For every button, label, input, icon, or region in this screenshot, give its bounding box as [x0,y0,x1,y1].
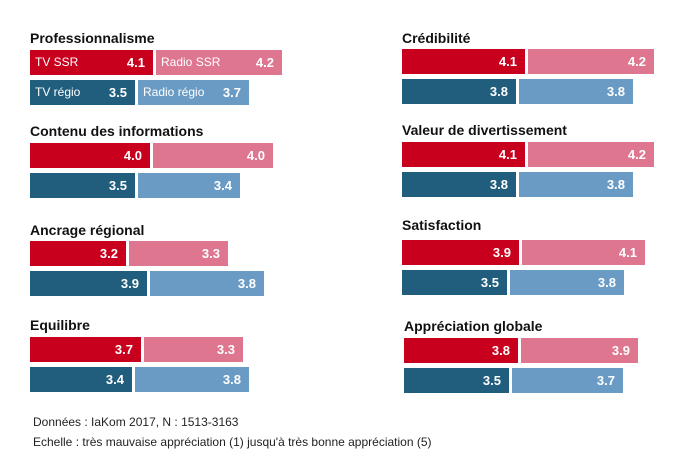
panel-title: Contenu des informations [30,123,204,139]
value-label: 3.3 [201,246,220,261]
value-label: 3.9 [611,343,630,358]
value-label: 3.8 [597,275,616,290]
panel-title: Professionnalisme [30,30,155,46]
value-label: 3.8 [606,84,625,99]
panel-title: Valeur de divertissement [402,122,567,138]
bar-tv-regio: 3.8 [402,172,516,197]
value-label: 3.8 [606,177,625,192]
bar-tv-ssr: 3.2 [30,241,126,266]
panel-title: Equilibre [30,317,90,333]
panel-title: Crédibilité [402,30,471,46]
value-label: 4.2 [627,54,646,69]
bar-radio-ssr: 3.3 [144,337,243,362]
bar-tv-regio: 3.5 [404,368,509,393]
value-label: 3.5 [108,85,127,100]
value-label: 3.4 [105,372,124,387]
series-label: TV SSR [35,55,79,69]
bar-radio-regio: 3.8 [135,367,249,392]
value-label: 3.5 [480,275,499,290]
bar-tv-regio: 3.8 [402,79,516,104]
value-label: 3.8 [222,372,241,387]
bar-radio-regio: Radio régio 3.7 [138,80,249,105]
bar-tv-ssr: 4.1 [402,142,525,167]
value-label: 3.8 [491,343,510,358]
value-label: 3.5 [108,178,127,193]
value-label: 3.5 [482,373,501,388]
bar-tv-ssr: TV SSR 4.1 [30,50,153,75]
bar-radio-ssr: Radio SSR 4.2 [156,50,282,75]
value-label: 3.4 [213,178,232,193]
value-label: 3.7 [596,373,615,388]
value-label: 3.8 [489,177,508,192]
value-label: 4.1 [498,147,517,162]
bar-radio-regio: 3.8 [519,172,633,197]
bar-tv-ssr: 3.8 [404,338,518,363]
value-label: 4.0 [123,148,142,163]
value-label: 4.1 [618,245,637,260]
bar-tv-regio: 3.4 [30,367,132,392]
bar-radio-ssr: 4.0 [153,143,273,168]
footnote-source: Données : IaKom 2017, N : 1513-3163 [33,415,239,429]
value-label: 3.3 [216,342,235,357]
bar-radio-regio: 3.4 [138,173,240,198]
bar-tv-ssr: 3.9 [402,240,519,265]
value-label: 3.8 [489,84,508,99]
value-label: 3.7 [114,342,133,357]
series-label: Radio régio [143,85,205,99]
bar-radio-ssr: 3.3 [129,241,228,266]
bar-radio-regio: 3.7 [512,368,623,393]
bar-radio-ssr: 4.2 [528,49,654,74]
bar-radio-ssr: 4.1 [522,240,645,265]
bar-tv-ssr: 3.7 [30,337,141,362]
bar-radio-regio: 3.8 [519,79,633,104]
bar-tv-regio: 3.5 [30,173,135,198]
bar-tv-regio: 3.5 [402,270,507,295]
bar-tv-ssr: 4.0 [30,143,150,168]
value-label: 4.2 [255,55,274,70]
panel-title: Appréciation globale [404,318,543,334]
value-label: 3.7 [222,85,241,100]
bar-tv-regio: TV régio 3.5 [30,80,135,105]
value-label: 4.1 [498,54,517,69]
value-label: 4.2 [627,147,646,162]
value-label: 3.8 [237,276,256,291]
bar-radio-ssr: 4.2 [528,142,654,167]
value-label: 3.9 [120,276,139,291]
value-label: 4.1 [126,55,145,70]
panel-title: Satisfaction [402,217,482,233]
value-label: 3.2 [99,246,118,261]
panel-title: Ancrage régional [30,222,145,238]
series-label: TV régio [35,85,81,99]
bar-radio-ssr: 3.9 [521,338,638,363]
value-label: 3.9 [492,245,511,260]
value-label: 4.0 [246,148,265,163]
bar-radio-regio: 3.8 [150,271,264,296]
footnote-scale: Echelle : très mauvaise appréciation (1)… [33,435,432,449]
bar-tv-regio: 3.9 [30,271,147,296]
bar-radio-regio: 3.8 [510,270,624,295]
bar-tv-ssr: 4.1 [402,49,525,74]
series-label: Radio SSR [161,55,221,69]
